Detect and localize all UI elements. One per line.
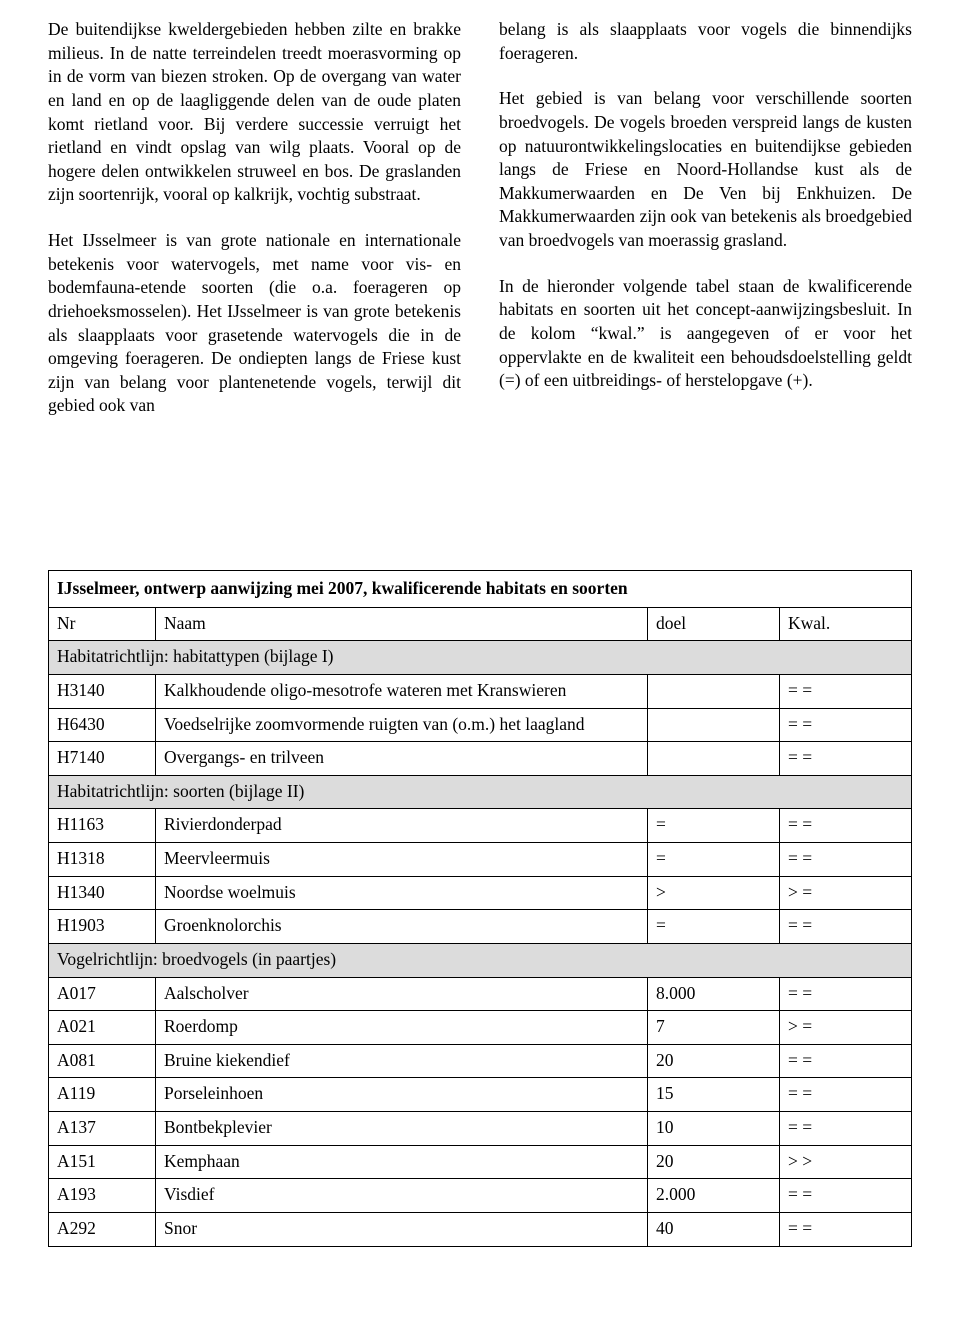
cell-doel: 40 [648, 1212, 780, 1246]
paragraph: Het gebied is van belang voor verschille… [499, 87, 912, 252]
column-right: belang is als slaapplaats voor vogels di… [499, 18, 912, 440]
table-row: H1340 Noordse woelmuis > > = [49, 876, 912, 910]
cell-naam: Bruine kiekendief [156, 1044, 648, 1078]
cell-kwal: = = [780, 1212, 912, 1246]
cell-naam: Rivierdonderpad [156, 809, 648, 843]
cell-doel [648, 674, 780, 708]
cell-kwal: = = [780, 1179, 912, 1213]
table-section-row: Vogelrichtlijn: broedvogels (in paartjes… [49, 943, 912, 977]
cell-nr: A193 [49, 1179, 156, 1213]
col-header-kwal: Kwal. [780, 607, 912, 641]
table-row: A137 Bontbekplevier 10 = = [49, 1112, 912, 1146]
cell-nr: A021 [49, 1011, 156, 1045]
cell-naam: Kalkhoudende oligo-mesotrofe wateren met… [156, 674, 648, 708]
cell-doel [648, 708, 780, 742]
cell-naam: Visdief [156, 1179, 648, 1213]
table-row: H7140 Overgangs- en trilveen = = [49, 742, 912, 776]
table-header-row: Nr Naam doel Kwal. [49, 607, 912, 641]
cell-naam: Noordse woelmuis [156, 876, 648, 910]
cell-naam: Groenknolorchis [156, 910, 648, 944]
cell-kwal: = = [780, 708, 912, 742]
cell-nr: H1318 [49, 843, 156, 877]
cell-nr: A292 [49, 1212, 156, 1246]
cell-kwal: = = [780, 910, 912, 944]
cell-doel: 10 [648, 1112, 780, 1146]
table-row: A081 Bruine kiekendief 20 = = [49, 1044, 912, 1078]
cell-nr: H1903 [49, 910, 156, 944]
cell-doel: 2.000 [648, 1179, 780, 1213]
table-section-row: Habitatrichtlijn: soorten (bijlage II) [49, 775, 912, 809]
cell-kwal: > > [780, 1145, 912, 1179]
cell-naam: Meervleermuis [156, 843, 648, 877]
cell-doel: 20 [648, 1145, 780, 1179]
table-title-row: IJsselmeer, ontwerp aanwijzing mei 2007,… [49, 571, 912, 608]
cell-nr: H1340 [49, 876, 156, 910]
cell-kwal: = = [780, 674, 912, 708]
cell-kwal: = = [780, 843, 912, 877]
table-row: A021 Roerdomp 7 > = [49, 1011, 912, 1045]
species-table: IJsselmeer, ontwerp aanwijzing mei 2007,… [48, 570, 912, 1247]
col-header-nr: Nr [49, 607, 156, 641]
cell-naam: Snor [156, 1212, 648, 1246]
section-label: Habitatrichtlijn: habitattypen (bijlage … [49, 641, 912, 675]
table-row: H3140 Kalkhoudende oligo-mesotrofe water… [49, 674, 912, 708]
table-container: IJsselmeer, ontwerp aanwijzing mei 2007,… [48, 570, 912, 1247]
section-label: Habitatrichtlijn: soorten (bijlage II) [49, 775, 912, 809]
cell-nr: H6430 [49, 708, 156, 742]
cell-naam: Aalscholver [156, 977, 648, 1011]
cell-doel: 7 [648, 1011, 780, 1045]
cell-kwal: > = [780, 876, 912, 910]
table-row: A017 Aalscholver 8.000 = = [49, 977, 912, 1011]
table-section-row: Habitatrichtlijn: habitattypen (bijlage … [49, 641, 912, 675]
paragraph: belang is als slaapplaats voor vogels di… [499, 18, 912, 65]
cell-kwal: = = [780, 1044, 912, 1078]
cell-kwal: = = [780, 977, 912, 1011]
col-header-naam: Naam [156, 607, 648, 641]
col-header-doel: doel [648, 607, 780, 641]
cell-naam: Roerdomp [156, 1011, 648, 1045]
cell-naam: Overgangs- en trilveen [156, 742, 648, 776]
cell-naam: Bontbekplevier [156, 1112, 648, 1146]
cell-kwal: = = [780, 809, 912, 843]
table-row: H6430 Voedselrijke zoomvormende ruigten … [49, 708, 912, 742]
cell-nr: A151 [49, 1145, 156, 1179]
cell-naam: Porseleinhoen [156, 1078, 648, 1112]
table-row: H1163 Rivierdonderpad = = = [49, 809, 912, 843]
cell-nr: H1163 [49, 809, 156, 843]
cell-doel: = [648, 809, 780, 843]
cell-doel: 15 [648, 1078, 780, 1112]
table-row: A151 Kemphaan 20 > > [49, 1145, 912, 1179]
page: De buitendijkse kweldergebieden hebben z… [0, 0, 960, 1326]
cell-nr: A137 [49, 1112, 156, 1146]
cell-naam: Kemphaan [156, 1145, 648, 1179]
cell-nr: A119 [49, 1078, 156, 1112]
table-row: A193 Visdief 2.000 = = [49, 1179, 912, 1213]
table-title: IJsselmeer, ontwerp aanwijzing mei 2007,… [49, 571, 912, 608]
paragraph: Het IJsselmeer is van grote nationale en… [48, 229, 461, 418]
cell-nr: A017 [49, 977, 156, 1011]
column-left: De buitendijkse kweldergebieden hebben z… [48, 18, 461, 440]
paragraph: De buitendijkse kweldergebieden hebben z… [48, 18, 461, 207]
cell-nr: H7140 [49, 742, 156, 776]
cell-doel [648, 742, 780, 776]
table-row: H1903 Groenknolorchis = = = [49, 910, 912, 944]
cell-doel: 20 [648, 1044, 780, 1078]
cell-kwal: > = [780, 1011, 912, 1045]
cell-kwal: = = [780, 1078, 912, 1112]
table-row: H1318 Meervleermuis = = = [49, 843, 912, 877]
paragraph: In de hieronder volgende tabel staan de … [499, 275, 912, 393]
cell-nr: H3140 [49, 674, 156, 708]
cell-doel: 8.000 [648, 977, 780, 1011]
section-label: Vogelrichtlijn: broedvogels (in paartjes… [49, 943, 912, 977]
cell-kwal: = = [780, 1112, 912, 1146]
cell-doel: = [648, 843, 780, 877]
cell-doel: > [648, 876, 780, 910]
cell-nr: A081 [49, 1044, 156, 1078]
table-row: A119 Porseleinhoen 15 = = [49, 1078, 912, 1112]
cell-doel: = [648, 910, 780, 944]
body-columns: De buitendijkse kweldergebieden hebben z… [48, 18, 912, 440]
cell-naam: Voedselrijke zoomvormende ruigten van (o… [156, 708, 648, 742]
table-row: A292 Snor 40 = = [49, 1212, 912, 1246]
cell-kwal: = = [780, 742, 912, 776]
